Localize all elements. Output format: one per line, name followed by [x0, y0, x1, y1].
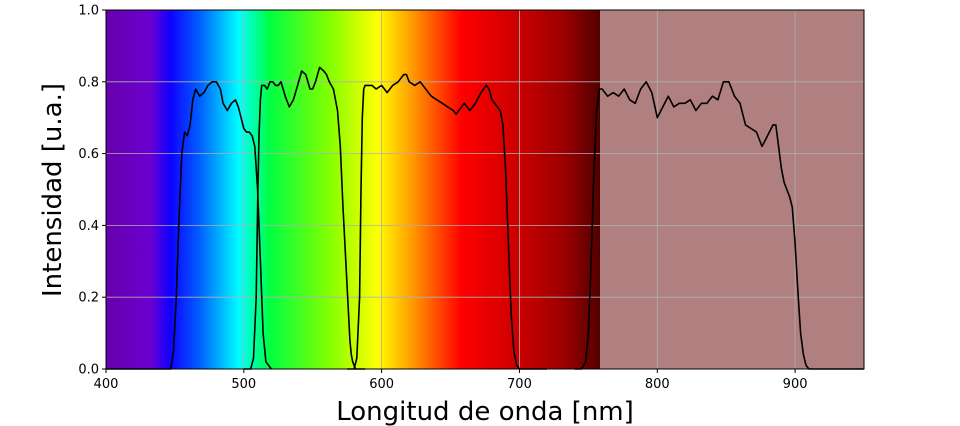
intensity-curve [347, 73, 547, 370]
x-axis-ticks: 400 500 600 700 800 900 [94, 369, 808, 392]
y-tick-label: 0.8 [78, 75, 99, 90]
y-tick-label: 0.2 [78, 291, 99, 306]
y-axis-title: Intensidad [u.a.] [38, 83, 68, 297]
y-tick-label: 1.0 [78, 4, 99, 19]
x-tick-label: 500 [231, 377, 256, 392]
infrared-band [600, 10, 864, 369]
plot-frame [105, 9, 865, 370]
y-axis-ticks: 0.0 0.2 0.4 0.6 0.8 1.0 [78, 4, 106, 378]
y-tick-label: 0.6 [78, 147, 99, 162]
plot-background [106, 10, 864, 369]
x-tick-label: 400 [94, 377, 119, 392]
y-tick-label: 0.0 [78, 363, 99, 378]
intensity-curve [243, 66, 366, 370]
x-axis-title: Longitud de onda [nm] [336, 397, 634, 426]
x-tick-label: 700 [507, 377, 532, 392]
x-tick-label: 600 [369, 377, 394, 392]
y-tick-label: 0.4 [78, 219, 99, 234]
x-tick-label: 800 [645, 377, 670, 392]
intensity-curve [106, 81, 273, 370]
intensity-curves [106, 66, 864, 370]
x-tick-label: 900 [783, 377, 808, 392]
visible-spectrum-band [106, 10, 600, 369]
intensity-curve [574, 81, 864, 370]
